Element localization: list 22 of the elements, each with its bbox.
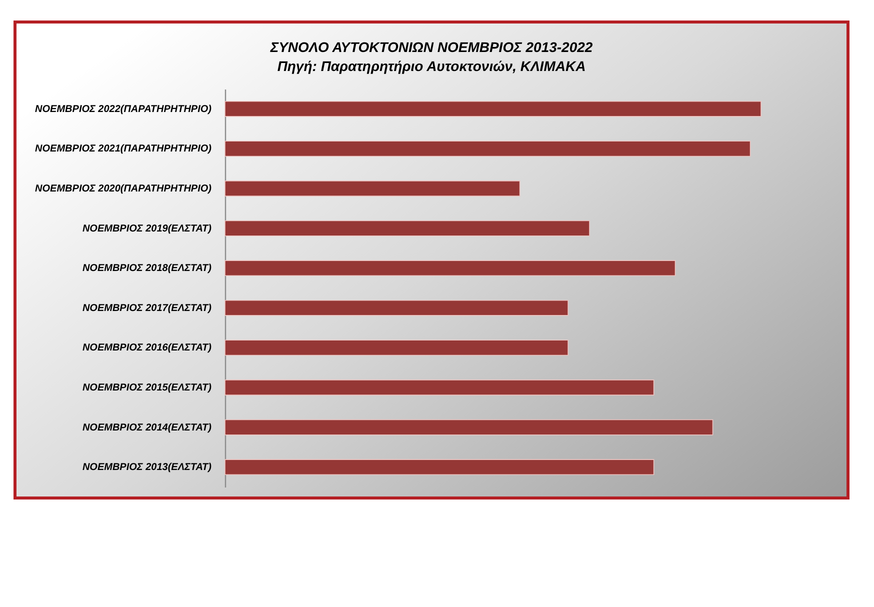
bar [224, 260, 676, 276]
chart-subtitle: Πηγή: Παρατηρητήριο Αυτοκτονιών, ΚΛΙΜΑΚΑ [277, 58, 586, 74]
bar [224, 419, 714, 436]
bar [224, 380, 654, 396]
y-tick-label: ΝΟΕΜΒΡΙΟΣ 2017(ΕΛΣΤΑΤ) [82, 302, 212, 314]
bar [224, 180, 520, 196]
bar [224, 100, 762, 117]
y-tick-label: ΝΟΕΜΒΡΙΟΣ 2016(ΕΛΣΤΑΤ) [82, 342, 212, 354]
y-tick-label: ΝΟΕΜΒΡΙΟΣ 2019(ΕΛΣΤΑΤ) [82, 223, 212, 234]
y-tick-label: ΝΟΕΜΒΡΙΟΣ 2020(ΠΑΡΑΤΗΡΗΤΗΡΙΟ) [35, 184, 212, 194]
bar [224, 140, 751, 157]
y-tick-label: ΝΟΕΜΒΡΙΟΣ 2014(ΕΛΣΤΑΤ) [82, 422, 212, 434]
chart-title: ΣΥΝΟΛΟ ΑΥΤΟΚΤΟΝΙΩΝ ΝΟΕΜΒΡΙΟΣ 2013-2022 [269, 39, 593, 55]
y-tick-label: ΝΟΕΜΒΡΙΟΣ 2021(ΠΑΡΑΤΗΡΗΤΗΡΙΟ) [35, 144, 212, 155]
y-tick-label: ΝΟΕΜΒΡΙΟΣ 2022(ΠΑΡΑΤΗΡΗΤΗΡΙΟ) [35, 104, 212, 115]
y-tick-label: ΝΟΕΜΒΡΙΟΣ 2013(ΕΛΣΤΑΤ) [82, 462, 212, 474]
y-tick-label: ΝΟΕΜΒΡΙΟΣ 2015(ΕΛΣΤΑΤ) [82, 382, 212, 394]
bar [224, 340, 568, 356]
bar [224, 459, 654, 476]
bar [224, 220, 590, 236]
y-tick-label: ΝΟΕΜΒΡΙΟΣ 2018(ΕΛΣΤΑΤ) [82, 263, 212, 274]
bar [224, 300, 568, 316]
